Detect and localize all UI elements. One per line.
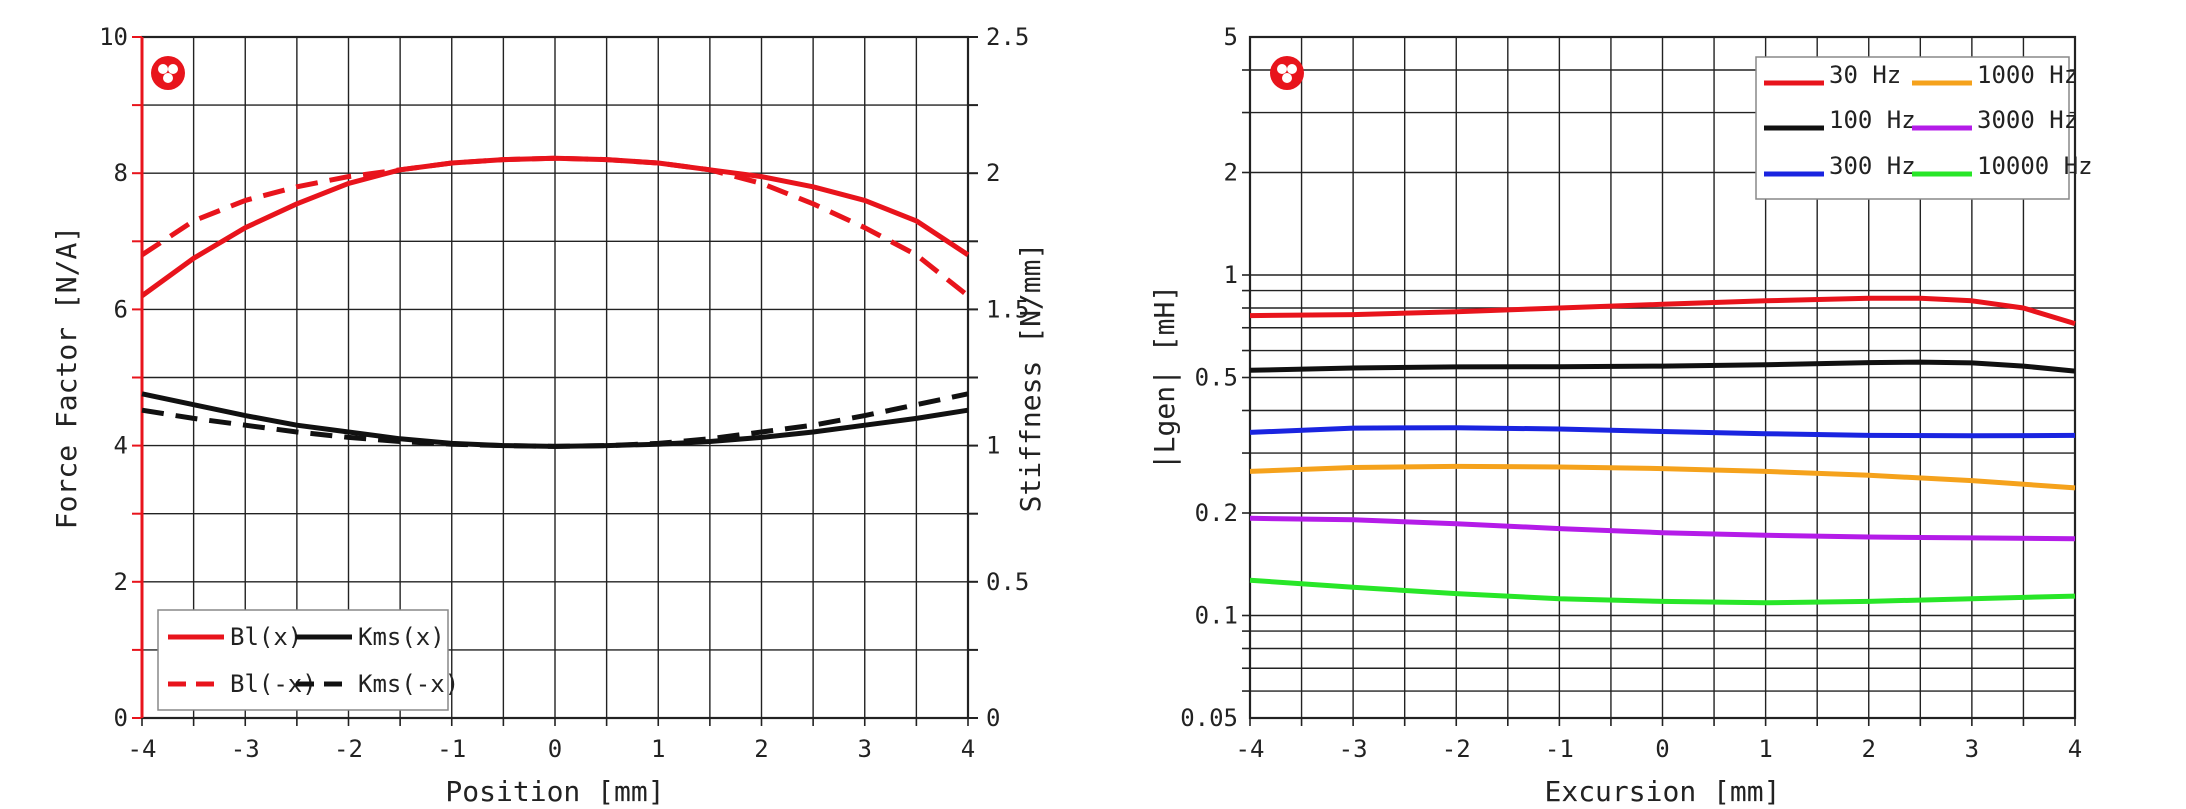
series-line-bl-x- (140, 155, 970, 298)
x-tick-label: 1 (1758, 735, 1772, 763)
x-tick-label: 1 (651, 735, 665, 763)
y-tick-label: 0.05 (1180, 704, 1238, 732)
x-tick-label: 2 (1862, 735, 1876, 763)
y-tick-label: 0.1 (1195, 601, 1238, 629)
x-tick-label: -1 (437, 735, 466, 763)
x-tick-label: -4 (128, 735, 157, 763)
x-tick-label: 2 (754, 735, 768, 763)
y-right-tick-label: 0 (986, 704, 1000, 732)
y-right-tick-label: 1 (986, 432, 1000, 460)
y-right-axis-title: Stiffness [N/mm] (1014, 243, 1047, 513)
legend-label: Bl(x) (230, 623, 302, 651)
legend: Bl(x) Kms(x)Bl(-x) Kms(-x) (157, 609, 459, 711)
logo-dot (158, 64, 168, 74)
y-right-tick-label: 2 (986, 159, 1000, 187)
y-right-tick-label: 1.5 (986, 295, 1029, 323)
y-tick-label: 1 (1224, 261, 1238, 289)
series-line-30-hz (1249, 295, 2076, 326)
legend-label: 300 Hz (1829, 152, 1916, 180)
legend-label: 100 Hz (1829, 106, 1916, 134)
y-left-tick-label: 10 (99, 23, 128, 51)
x-tick-label: -4 (1236, 735, 1265, 763)
legend-label: Kms(x) (358, 623, 445, 651)
logo-dot (1277, 64, 1287, 74)
series-line-10000-hz (1249, 577, 2076, 606)
x-tick-label: -1 (1545, 735, 1574, 763)
force-stiffness-chart: -4 -3 -2 -1 0 1 2 3 4024681000.511.522.5Position… (50, 23, 1047, 808)
x-tick-label: 3 (858, 735, 872, 763)
legend-label: 30 Hz (1829, 61, 1901, 89)
x-tick-label: -3 (1339, 735, 1368, 763)
x-tick-label: 4 (2068, 735, 2082, 763)
logo-dot (1287, 64, 1297, 74)
x-axis-title: Position [mm] (445, 775, 664, 808)
x-tick-label: 4 (961, 735, 975, 763)
legend-label: 3000 Hz (1977, 106, 2078, 134)
legend-label: 10000 Hz (1977, 152, 2093, 180)
y-left-tick-label: 2 (114, 568, 128, 596)
legend-label: 1000 Hz (1977, 61, 2078, 89)
y-axis-title: |Lgen| [mH] (1148, 285, 1181, 470)
x-tick-label: 0 (548, 735, 562, 763)
series-line-300-hz (1249, 425, 2076, 439)
series-line-1000-hz (1249, 463, 2076, 491)
y-left-tick-label: 4 (114, 432, 128, 460)
y-left-tick-label: 8 (114, 159, 128, 187)
series-line-bl-x- (140, 155, 970, 298)
x-tick-label: -2 (1442, 735, 1471, 763)
logo-dot (163, 73, 173, 83)
legend-box (157, 609, 449, 711)
logo-icon (151, 56, 185, 90)
y-tick-label: 2 (1224, 158, 1238, 186)
logo-icon (1270, 56, 1304, 90)
legend-label: Kms(-x) (358, 670, 459, 698)
y-left-axis-title: Force Factor [N/A] (50, 226, 83, 529)
y-tick-label: 5 (1224, 23, 1238, 51)
y-right-tick-label: 0.5 (986, 568, 1029, 596)
logo-dot (1282, 73, 1292, 83)
y-tick-label: 0.5 (1195, 364, 1238, 392)
y-left-tick-label: 6 (114, 295, 128, 323)
x-tick-label: -2 (334, 735, 363, 763)
x-axis-title: Excursion [mm] (1544, 775, 1780, 808)
x-tick-label: 3 (1965, 735, 1979, 763)
legend: 30 Hz 100 Hz 300 Hz 1000 Hz 3000 Hz 10000 Hz (1755, 56, 2093, 200)
series-line-100-hz (1249, 359, 2076, 374)
y-left-tick-label: 0 (114, 704, 128, 732)
x-tick-label: -3 (231, 735, 260, 763)
logo-dot (168, 64, 178, 74)
y-tick-label: 0.2 (1195, 499, 1238, 527)
series-line-kms-x- (141, 391, 969, 449)
y-right-tick-label: 2.5 (986, 23, 1029, 51)
x-tick-label: 0 (1655, 735, 1669, 763)
inductance-chart: -4 -3 -2 -1 0 1 2 3 4 0.05 0.1 0.2 0.5 1 2 5 Excursion [… (1148, 23, 2093, 808)
series-line-3000-hz (1249, 515, 2076, 542)
